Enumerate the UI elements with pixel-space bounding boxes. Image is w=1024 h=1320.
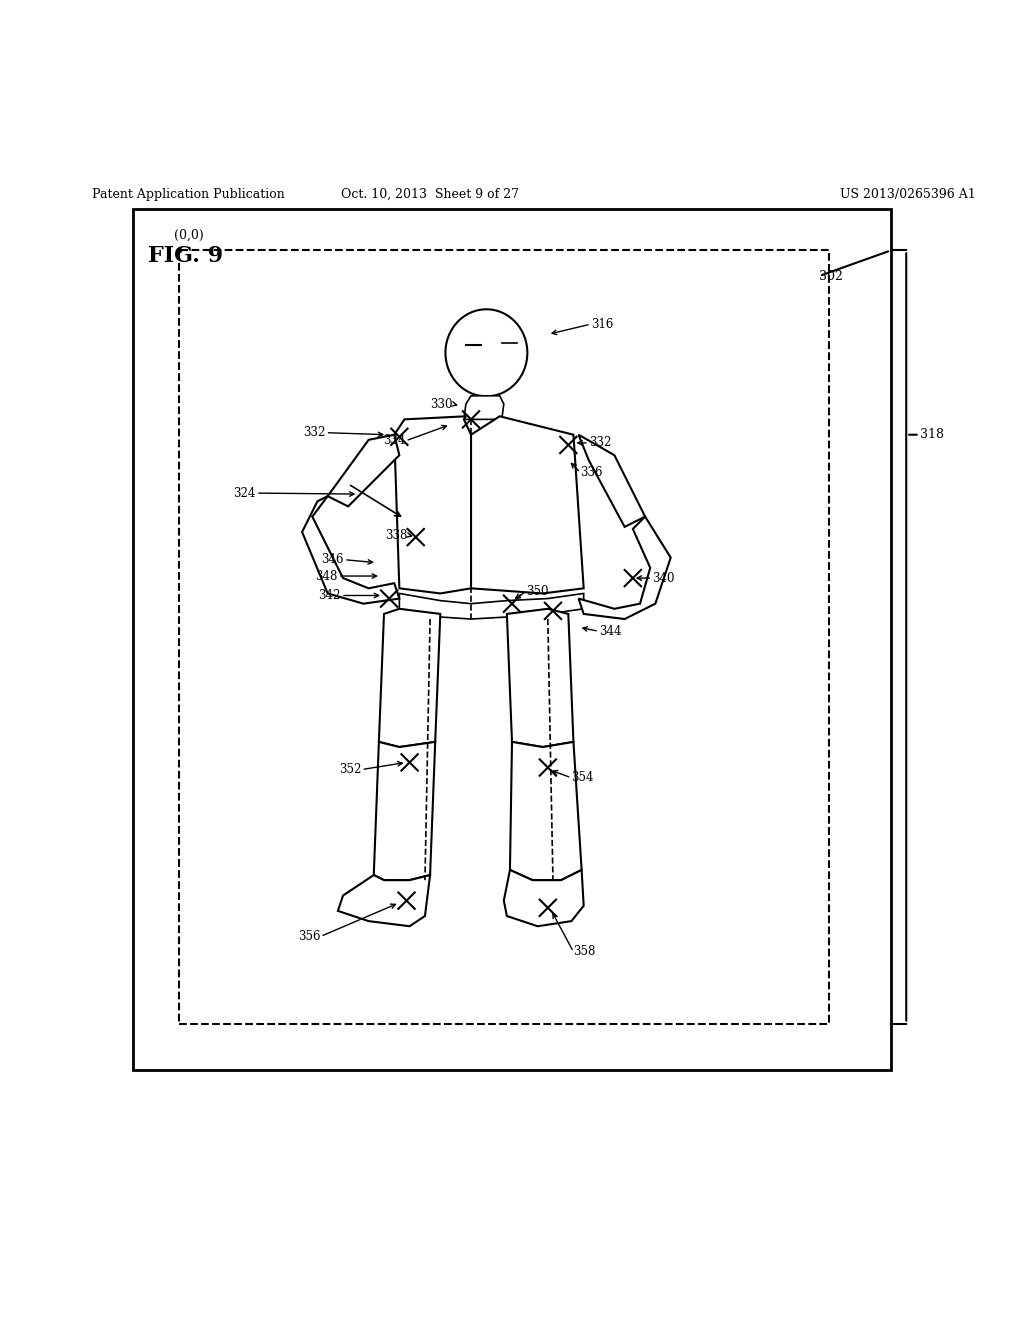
Text: 354: 354 <box>571 771 594 784</box>
Polygon shape <box>302 496 399 603</box>
Polygon shape <box>399 594 584 619</box>
Text: 348: 348 <box>315 569 338 582</box>
Text: 356: 356 <box>298 931 321 942</box>
Text: 316: 316 <box>591 318 613 330</box>
Text: Patent Application Publication: Patent Application Publication <box>92 187 285 201</box>
Polygon shape <box>394 416 471 594</box>
Polygon shape <box>507 609 573 747</box>
Polygon shape <box>379 609 440 747</box>
Polygon shape <box>374 742 435 880</box>
Polygon shape <box>579 434 645 527</box>
Text: 340: 340 <box>652 572 675 585</box>
Bar <box>133 210 891 1069</box>
Text: 336: 336 <box>581 466 603 479</box>
Text: 332: 332 <box>303 426 326 440</box>
Text: 350: 350 <box>526 585 549 598</box>
Text: FIG. 9: FIG. 9 <box>148 244 223 267</box>
Text: 302: 302 <box>819 269 843 282</box>
Text: 346: 346 <box>322 553 344 566</box>
Text: (0,0): (0,0) <box>174 230 204 242</box>
Polygon shape <box>464 396 504 420</box>
Polygon shape <box>471 416 584 594</box>
Polygon shape <box>579 516 671 619</box>
Text: 334: 334 <box>383 434 406 447</box>
Ellipse shape <box>445 309 527 396</box>
Bar <box>179 251 829 1023</box>
Text: Oct. 10, 2013  Sheet 9 of 27: Oct. 10, 2013 Sheet 9 of 27 <box>341 187 519 201</box>
Text: 342: 342 <box>318 589 341 602</box>
Polygon shape <box>328 434 399 507</box>
Polygon shape <box>510 742 582 880</box>
Text: 344: 344 <box>599 624 622 638</box>
Text: 358: 358 <box>573 945 596 958</box>
Text: 330: 330 <box>430 397 453 411</box>
Text: 352: 352 <box>339 763 361 776</box>
Text: 332: 332 <box>589 437 611 449</box>
Text: US 2013/0265396 A1: US 2013/0265396 A1 <box>840 187 976 201</box>
Polygon shape <box>504 870 584 927</box>
Text: 338: 338 <box>385 528 408 541</box>
Polygon shape <box>338 875 430 927</box>
Text: 318: 318 <box>920 428 943 441</box>
Text: 324: 324 <box>233 487 256 499</box>
